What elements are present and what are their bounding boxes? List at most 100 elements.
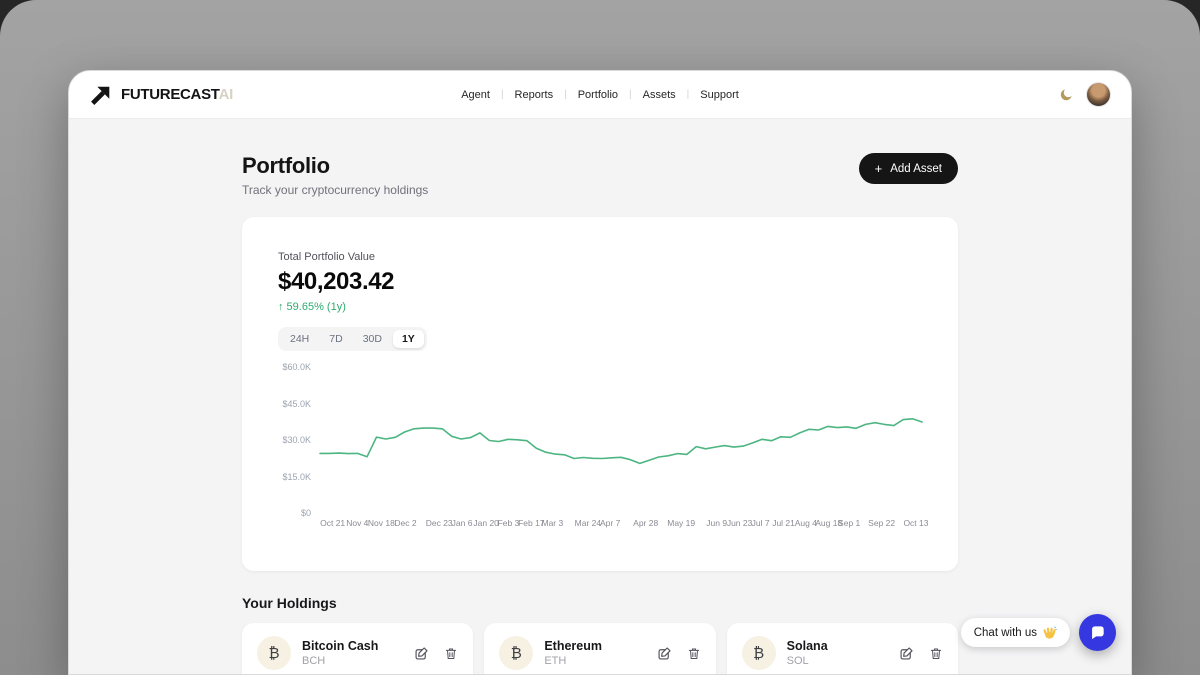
holding-actions <box>899 646 943 661</box>
main-content: Portfolio Track your cryptocurrency hold… <box>242 153 958 674</box>
portfolio-line-chart <box>320 367 922 513</box>
moon-icon <box>1060 89 1072 101</box>
x-tick-label: Jun 23 <box>726 518 753 528</box>
time-range-selector: 24H 7D 30D 1Y <box>278 327 427 351</box>
x-tick-label: Feb 3 <box>497 518 520 528</box>
x-tick-label: Dec 23 <box>425 518 453 528</box>
x-tick-label: Sep 22 <box>868 518 896 528</box>
coin-name: Ethereum <box>544 639 602 653</box>
coin-meta: Bitcoin Cash BCH <box>302 639 378 667</box>
app-header: FUTURECASTAI Agent | Reports | Portfolio | Ass… <box>69 71 1131 119</box>
coin-symbol: ETH <box>544 655 567 667</box>
arrow-logo-icon <box>91 86 110 105</box>
nav-separator: | <box>564 89 567 100</box>
x-tick-label: Mar 24 <box>574 518 602 528</box>
x-tick-label: Nov 18 <box>367 518 395 528</box>
coin-icon: ₿ <box>257 636 291 670</box>
range-30d[interactable]: 30D <box>362 333 382 345</box>
coin-icon: ₿ <box>499 636 534 670</box>
chat-button[interactable] <box>1079 614 1116 651</box>
user-avatar[interactable] <box>1086 82 1111 107</box>
x-tick-label: Jan 6 <box>451 518 473 528</box>
trash-icon <box>446 647 457 659</box>
x-tick-label: Sep 1 <box>838 518 861 528</box>
coin-meta: Ethereum ETH <box>544 639 602 667</box>
edit-icon <box>415 646 428 659</box>
nav-separator: | <box>500 89 504 100</box>
holding-actions <box>657 646 701 661</box>
y-tick-label: $30.0K <box>282 435 311 445</box>
trash-icon <box>930 647 942 659</box>
edit-icon <box>658 646 671 659</box>
x-tick-label: May 19 <box>667 518 696 528</box>
header-right <box>1059 82 1111 107</box>
app-window: FUTURECASTAI Agent | Reports | Portfolio | Ass… <box>68 70 1132 675</box>
nav-separator: | <box>629 89 632 100</box>
page-title: Portfolio <box>242 153 330 178</box>
value-change: ↑ 59.65% (1y) <box>278 301 346 313</box>
x-tick-label: Jul 21 <box>772 518 795 528</box>
portfolio-value-line <box>320 419 922 464</box>
x-tick-label: Aug 18 <box>815 518 843 528</box>
edit-icon <box>900 646 913 659</box>
brand-text: FUTURECASTAI <box>121 86 233 103</box>
x-tick-label: Feb 17 <box>518 518 545 528</box>
delete-asset-button[interactable] <box>929 646 943 661</box>
trash-icon <box>688 647 699 659</box>
chat-with-us-pill[interactable]: Chat with us <box>960 618 1070 647</box>
holdings-title: Your Holdings <box>242 595 337 611</box>
holding-card-top: ₿ Bitcoin Cash BCH <box>257 636 458 670</box>
delete-asset-button[interactable] <box>687 646 701 661</box>
coin-name: Bitcoin Cash <box>302 639 379 653</box>
x-tick-label: Jun 9 <box>706 518 728 528</box>
x-tick-label: Apr 7 <box>599 518 621 528</box>
chart-plot-area <box>320 367 922 513</box>
chart-y-axis: $60.0K $45.0K $30.0K $15.0K $0 <box>278 362 320 518</box>
x-tick-label: Nov 4 <box>346 518 369 528</box>
edit-asset-button[interactable] <box>414 646 429 661</box>
nav-separator: | <box>686 89 690 100</box>
nav-support[interactable]: Support <box>700 88 739 101</box>
wave-emoji-icon <box>1043 626 1057 639</box>
x-tick-label: Jan 20 <box>473 518 499 528</box>
holding-card-top: ₿ Ethereum ETH <box>499 636 700 670</box>
main-nav: Agent | Reports | Portfolio | Assets | Support <box>461 89 739 101</box>
add-asset-label: Add Asset <box>890 162 942 175</box>
brand-logo[interactable]: FUTURECASTAI <box>89 83 233 107</box>
edit-asset-button[interactable] <box>657 646 672 661</box>
holding-actions <box>414 646 458 661</box>
nav-assets[interactable]: Assets <box>642 88 676 101</box>
chart-x-axis: Oct 21 Nov 4 Nov 18 Dec 2 Dec 23 Jan 6 Jan 20 F… <box>320 518 928 532</box>
nav-agent[interactable]: Agent <box>461 88 490 101</box>
y-tick-label: $60.0K <box>282 362 311 372</box>
edit-asset-button[interactable] <box>899 646 914 661</box>
total-value-label: Total Portfolio Value <box>278 251 376 263</box>
chat-bubble-icon <box>1092 626 1104 640</box>
portfolio-chart: $60.0K $45.0K $30.0K $15.0K $0 <box>278 362 922 518</box>
y-tick-label: $0 <box>300 508 311 518</box>
range-1y[interactable]: 1Y <box>392 330 424 348</box>
range-24h[interactable]: 24H <box>290 333 310 345</box>
range-7d[interactable]: 7D <box>329 333 343 345</box>
x-tick-label: Aug 4 <box>794 518 817 528</box>
chat-label: Chat with us <box>973 626 1037 639</box>
y-tick-label: $45.0K <box>282 398 311 409</box>
nav-portfolio[interactable]: Portfolio <box>577 88 619 101</box>
portfolio-value-card: Total Portfolio Value $40,203.42 ↑ 59.65… <box>242 217 958 571</box>
add-asset-button[interactable]: + Add Asset <box>858 153 958 184</box>
dark-mode-toggle[interactable] <box>1059 87 1074 102</box>
page-subtitle: Track your cryptocurrency holdings <box>242 183 429 197</box>
holding-card-bch: ₿Bitcoin CashBCHAI Score:-1(Slightly Bea… <box>242 623 474 674</box>
holding-card-eth: ₿EthereumETHAI Score:-4(Slightly Bearish… <box>484 623 716 674</box>
holding-card-sol: ₿SolanaSOLAI Score:-1(Slightly Bearish)+… <box>726 623 958 674</box>
y-tick-label: $15.0K <box>282 471 311 482</box>
x-tick-label: Dec 2 <box>394 518 417 528</box>
coin-symbol: BCH <box>302 655 326 667</box>
delete-asset-button[interactable] <box>444 646 458 661</box>
x-tick-label: Oct 21 <box>320 518 346 528</box>
page-head: Portfolio Track your cryptocurrency hold… <box>242 153 958 197</box>
total-value: $40,203.42 <box>278 268 395 295</box>
nav-reports[interactable]: Reports <box>514 88 554 101</box>
chat-widget: Chat with us <box>960 614 1116 651</box>
